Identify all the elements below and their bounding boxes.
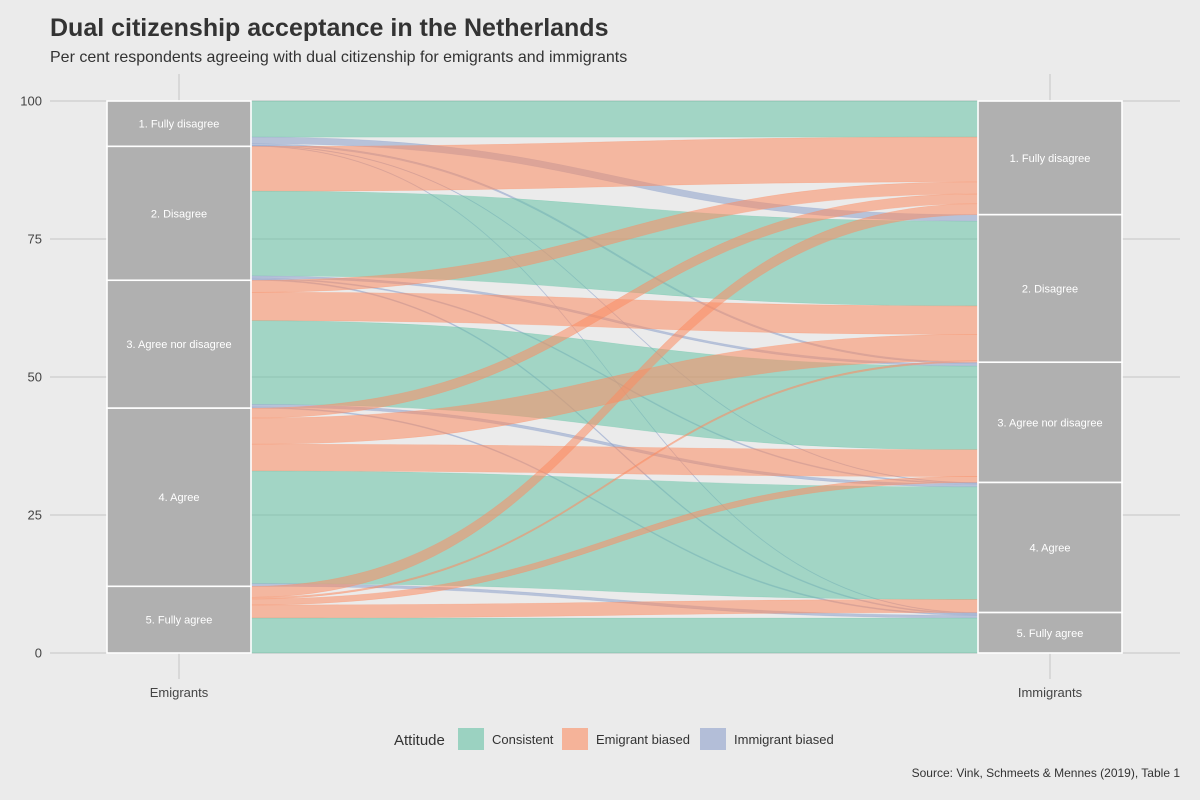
x-axis-label: Immigrants (1018, 685, 1083, 700)
stratum-label: 3. Agree nor disagree (997, 417, 1102, 429)
chart-caption: Source: Vink, Schmeets & Mennes (2019), … (912, 766, 1181, 780)
stratum-label: 1. Fully disagree (139, 119, 220, 131)
stratum-label: 4. Agree (1030, 543, 1071, 555)
immigrants-stratum-2 (977, 213, 1123, 364)
emigrants-stratum-2 (106, 145, 252, 282)
chart-subtitle: Per cent respondents agreeing with dual … (50, 49, 627, 66)
legend-entry: Consistent (492, 732, 554, 747)
stratum-label: 2. Disagree (1022, 283, 1078, 295)
legend: Attitude Consistent Emigrant biased Immigra… (394, 728, 834, 750)
chart-title: Dual citizenship acceptance in the Nethe… (50, 14, 608, 42)
x-axis-label: Emigrants (150, 685, 209, 700)
flow-5-to-5 (250, 617, 979, 654)
stratum-label: 4. Agree (159, 492, 200, 504)
emigrants-stratum-5 (106, 585, 252, 654)
y-tick-label: 100 (20, 94, 42, 109)
stratum-label: 5. Fully agree (146, 615, 213, 627)
immigrants-stratum-1 (977, 100, 1123, 216)
y-tick-label: 25 (28, 508, 42, 523)
stratum-label: 1. Fully disagree (1010, 153, 1091, 165)
y-axis-ticks: 0 25 50 75 100 (20, 94, 42, 661)
legend-swatch (700, 728, 726, 750)
stratum-label: 3. Agree nor disagree (126, 339, 231, 351)
flows-layer (250, 100, 979, 654)
stratum-label: 2. Disagree (151, 208, 207, 220)
legend-swatch (562, 728, 588, 750)
strata-layer: 1. Fully disagree 2. Disagree 3. Agree nor… (106, 100, 1123, 654)
immigrants-stratum-5 (977, 611, 1123, 654)
y-tick-label: 0 (35, 646, 42, 661)
y-tick-label: 50 (28, 370, 42, 385)
flow-1-to-1 (250, 100, 979, 138)
emigrants-stratum-3 (106, 279, 252, 409)
y-tick-label: 75 (28, 232, 42, 247)
emigrants-stratum-4 (106, 407, 252, 588)
legend-entry: Immigrant biased (734, 732, 834, 747)
stratum-label: 5. Fully agree (1017, 628, 1084, 640)
emigrants-stratum-1 (106, 100, 252, 148)
legend-swatch (458, 728, 484, 750)
legend-title: Attitude (394, 732, 445, 749)
legend-entry: Emigrant biased (596, 732, 690, 747)
x-axis: Emigrants Immigrants (150, 685, 1083, 700)
immigrants-stratum-4 (977, 481, 1123, 614)
immigrants-stratum-3 (977, 361, 1123, 484)
